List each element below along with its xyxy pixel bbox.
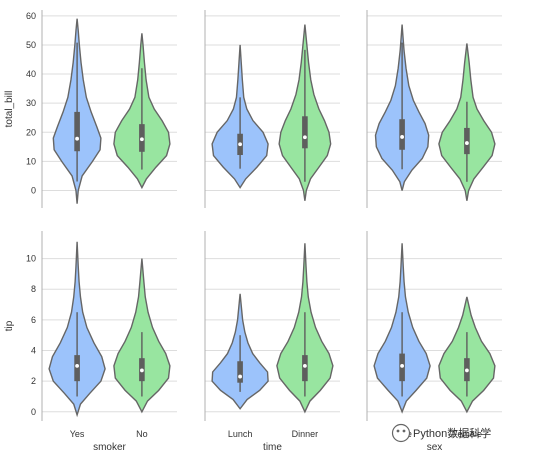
violin-median-dot [400,363,404,368]
x-tick-label: Dinner [292,429,319,439]
x-axis-label: time [263,442,282,453]
violin-median-dot [238,142,243,147]
panels-layer [41,10,502,421]
violin-Yes [48,241,106,418]
violin-iqr-box [399,119,405,150]
y-axis-label: total_bill [4,91,15,128]
y-tick-label: 0 [31,407,36,417]
y-tick-label: 8 [31,284,36,294]
y-tick-label: 40 [26,69,36,79]
violin-median-dot [140,368,144,373]
violin-iqr-box [74,111,80,152]
violin-No [113,33,171,190]
violin-Female [438,43,496,201]
violin-median-dot [75,136,79,141]
violin-median-dot [140,137,144,142]
violin-median-dot [75,363,79,368]
panel-sex-tip [366,231,502,421]
x-tick-label: Female [452,429,482,439]
panel-sex-total_bill [366,10,502,208]
y-tick-label: 30 [26,98,36,108]
violin-No [113,258,171,414]
y-tick-label: 2 [31,376,36,386]
violin-Yes [52,18,102,204]
panel-smoker-tip [41,231,177,421]
y-tick-label: 10 [26,156,36,166]
x-tick-label: Yes [70,429,85,439]
panel-time-tip [204,231,340,421]
violin-median-dot [238,374,243,379]
panel-time-total_bill [204,10,340,208]
violin-median-dot [303,135,307,140]
y-tick-label: 4 [31,346,36,356]
violin-Dinner [276,243,334,414]
watermark: Python数据科学 [391,423,491,443]
violin-iqr-box [74,355,80,382]
violin-iqr-box [237,361,243,383]
watermark-logo-eye-left [396,429,400,433]
y-axis-label: tip [4,320,15,331]
violin-median-dot [465,141,469,145]
y-tick-label: 50 [26,40,36,50]
y-tick-label: 20 [26,127,36,137]
x-tick-label: No [136,429,148,439]
violin-iqr-box [302,355,308,382]
violin-median-dot [400,135,404,139]
violin-iqr-box [302,116,308,149]
violin-median-dot [303,363,307,368]
violin-iqr-box [464,127,470,155]
violin-Male [374,24,430,191]
watermark-logo-eye-right [402,429,406,433]
panel-smoker-total_bill [41,10,177,208]
violin-Male [373,243,431,414]
x-axis-label: sex [427,442,443,453]
y-tick-label: 60 [26,11,36,21]
violin-Lunch [211,44,269,189]
y-tick-label: 0 [31,186,36,196]
x-tick-label: Lunch [228,429,253,439]
y-tick-label: 6 [31,315,36,325]
y-tick-label: 10 [26,254,36,264]
watermark-text: Python数据科学 [413,426,491,440]
violin-Female [438,296,496,414]
violin-median-dot [465,368,469,373]
watermark-logo-icon [391,423,411,443]
violin-Dinner [278,24,332,201]
x-axis-label: smoker [93,442,126,453]
violin-Lunch [211,293,269,410]
